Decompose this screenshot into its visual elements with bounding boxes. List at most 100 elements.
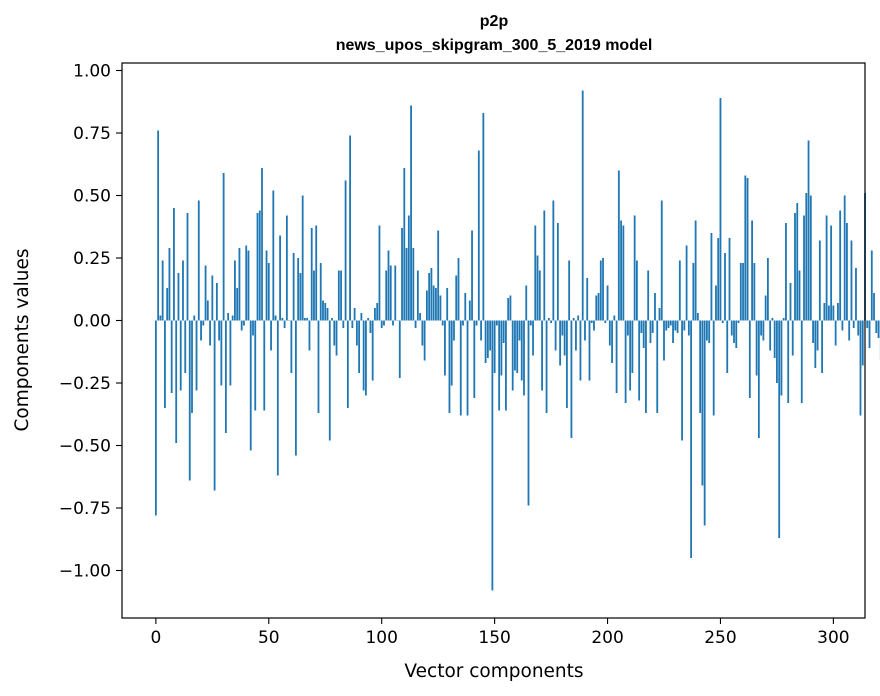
- bar-227: [667, 320, 670, 328]
- bar-305: [843, 195, 846, 321]
- bar-143: [477, 150, 480, 321]
- bar-16: [191, 320, 193, 413]
- bar-1: [157, 130, 160, 321]
- bar-158: [511, 320, 514, 391]
- bar-126: [439, 295, 442, 321]
- bar-45: [256, 213, 259, 321]
- bar-34: [231, 315, 234, 321]
- bar-155: [505, 320, 507, 411]
- y-tick-label: 0.50: [73, 187, 111, 207]
- bar-11: [179, 320, 182, 391]
- bar-310: [855, 268, 857, 321]
- bar-274: [773, 320, 776, 358]
- bar-124: [435, 288, 437, 321]
- bar-31: [224, 320, 227, 433]
- bar-285: [798, 270, 801, 321]
- bar-267: [757, 320, 760, 438]
- bar-262: [746, 178, 749, 321]
- bar-273: [771, 318, 774, 321]
- bar-7: [170, 320, 173, 393]
- bar-118: [421, 320, 424, 346]
- bar-238: [692, 263, 695, 321]
- bar-106: [394, 265, 397, 321]
- y-axis-label: Components values: [12, 248, 33, 431]
- bar-82: [340, 270, 342, 321]
- bar-65: [301, 195, 304, 321]
- bar-15: [188, 320, 191, 481]
- bar-293: [816, 320, 819, 351]
- bar-232: [678, 260, 681, 321]
- bar-287: [803, 215, 805, 321]
- bar-281: [789, 283, 792, 321]
- bar-280: [787, 320, 790, 403]
- bar-127: [441, 320, 444, 326]
- bar-152: [498, 320, 501, 411]
- bar-304: [841, 320, 844, 331]
- bar-146: [484, 320, 487, 363]
- bar-9: [175, 320, 178, 443]
- x-tick-label: 0: [150, 628, 161, 648]
- bar-255: [730, 320, 733, 336]
- bar-260: [742, 263, 744, 321]
- bar-215: [640, 320, 643, 333]
- bar-239: [694, 220, 697, 321]
- bar-249: [717, 238, 720, 321]
- y-axis-ticks: 1.00 0.75 0.50 0.25 0.00 −0.25 −0.50 −0.75 −1.00: [59, 62, 122, 582]
- bar-10: [177, 273, 180, 321]
- bar-57: [283, 320, 286, 328]
- bar-234: [683, 320, 686, 331]
- bar-33: [229, 320, 232, 386]
- bar-8: [173, 208, 175, 321]
- bar-263: [748, 320, 751, 398]
- bar-148: [489, 320, 492, 351]
- bar-251: [721, 320, 724, 323]
- bar-207: [622, 225, 625, 321]
- bar-253: [726, 320, 729, 373]
- bar-121: [428, 273, 431, 321]
- bar-199: [604, 320, 607, 323]
- bar-48: [263, 320, 266, 411]
- bar-131: [450, 320, 453, 386]
- bar-168: [534, 225, 537, 321]
- bar-185: [572, 318, 575, 321]
- bar-208: [624, 320, 627, 403]
- bar-282: [791, 320, 794, 356]
- bar-138: [466, 320, 469, 416]
- bar-298: [827, 305, 830, 321]
- bar-133: [455, 275, 458, 321]
- bar-28: [218, 320, 221, 341]
- bar-258: [737, 320, 740, 323]
- bar-250: [719, 98, 722, 321]
- bar-120: [425, 290, 428, 321]
- bar-190: [584, 320, 586, 341]
- bar-99: [378, 225, 381, 321]
- bar-283: [794, 213, 796, 321]
- bar-19: [197, 200, 200, 321]
- bar-80: [335, 320, 338, 356]
- bar-233: [681, 320, 683, 441]
- bar-296: [823, 303, 826, 321]
- bar-241: [699, 320, 702, 413]
- bar-104: [389, 265, 392, 321]
- bar-130: [448, 320, 451, 413]
- bar-55: [279, 235, 281, 321]
- bar-197: [599, 260, 602, 321]
- bar-202: [611, 320, 613, 363]
- bar-18: [195, 320, 198, 391]
- plot-area-frame: [121, 62, 866, 619]
- x-tick-label: 50: [258, 628, 280, 648]
- bar-244: [706, 320, 708, 341]
- bar-137: [464, 293, 467, 321]
- bar-132: [453, 320, 455, 341]
- bar-76: [326, 308, 329, 321]
- bar-213: [636, 260, 638, 321]
- bar-20: [200, 320, 202, 341]
- bar-237: [690, 320, 693, 558]
- bar-13: [184, 320, 187, 373]
- bar-189: [581, 90, 584, 321]
- bar-78: [331, 318, 333, 321]
- bar-51: [270, 320, 272, 351]
- bar-248: [715, 285, 717, 321]
- bar-109: [401, 228, 403, 321]
- bar-270: [764, 295, 767, 321]
